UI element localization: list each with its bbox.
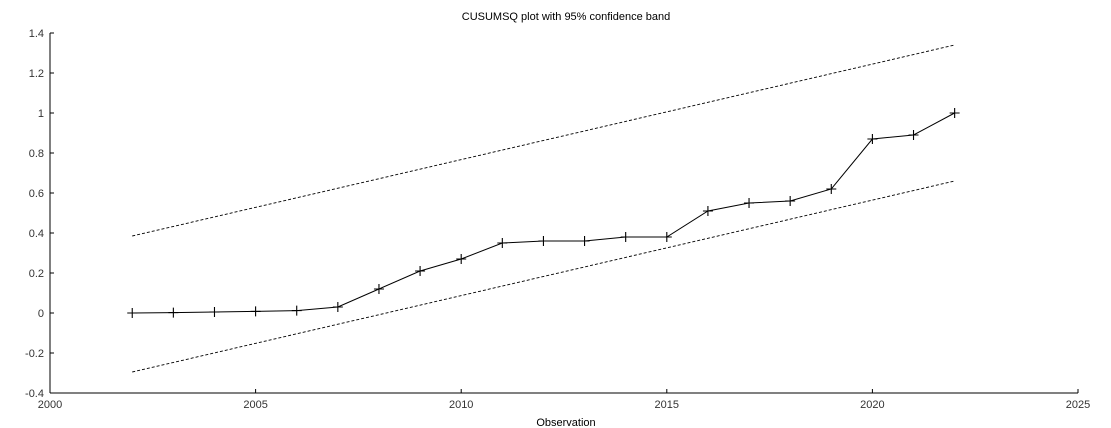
y-tick-label: 1.4 (29, 28, 44, 40)
data-point-marker (332, 302, 343, 312)
y-tick-label: -0.4 (25, 388, 44, 400)
data-point-marker (908, 130, 919, 140)
data-point-marker (620, 232, 631, 242)
data-point-marker (127, 308, 138, 318)
data-point-marker (456, 254, 467, 264)
y-tick-label: 0 (38, 308, 44, 320)
y-tick-label: -0.2 (25, 348, 44, 360)
data-point-marker (209, 307, 220, 317)
data-point-marker (785, 196, 796, 206)
data-point-marker (661, 232, 672, 242)
data-point-marker (949, 108, 960, 118)
x-tick-label: 2000 (38, 399, 62, 411)
data-point-marker (744, 198, 755, 208)
data-point-marker (291, 305, 302, 316)
y-tick-label: 0.2 (29, 268, 44, 280)
data-point-marker (250, 306, 261, 317)
data-point-marker (497, 238, 508, 248)
x-tick-label: 2010 (449, 399, 473, 411)
upper-confidence-band-line (132, 44, 955, 237)
data-point-marker (538, 236, 549, 246)
x-tick-label: 2015 (655, 399, 679, 411)
x-tick-label: 2005 (243, 399, 267, 411)
y-tick-label: 0.8 (29, 148, 44, 160)
lower-confidence-band-line (132, 180, 955, 373)
x-axis-label: Observation (536, 417, 595, 428)
chart-title: CUSUMSQ plot with 95% confidence band (462, 11, 671, 23)
data-point-marker (702, 206, 713, 216)
data-point-marker (415, 266, 426, 276)
y-tick-label: 0.6 (29, 188, 44, 200)
data-point-marker (826, 184, 837, 194)
y-tick-label: 1.2 (29, 68, 44, 80)
y-tick-label: 1 (38, 108, 44, 120)
x-tick-label: 2020 (860, 399, 884, 411)
cusumsq-series-line (132, 112, 955, 314)
data-point-marker (867, 134, 878, 144)
data-point-marker (168, 307, 179, 318)
data-point-marker (579, 236, 590, 246)
plot-area: 2000 2005 2010 2015 2020 2025 -0.4 -0.2 0 0.2 0.4 0… (25, 28, 1090, 411)
y-tick-label: 0.4 (29, 228, 44, 240)
x-tick-label: 2025 (1066, 399, 1090, 411)
data-point-marker (373, 284, 384, 294)
